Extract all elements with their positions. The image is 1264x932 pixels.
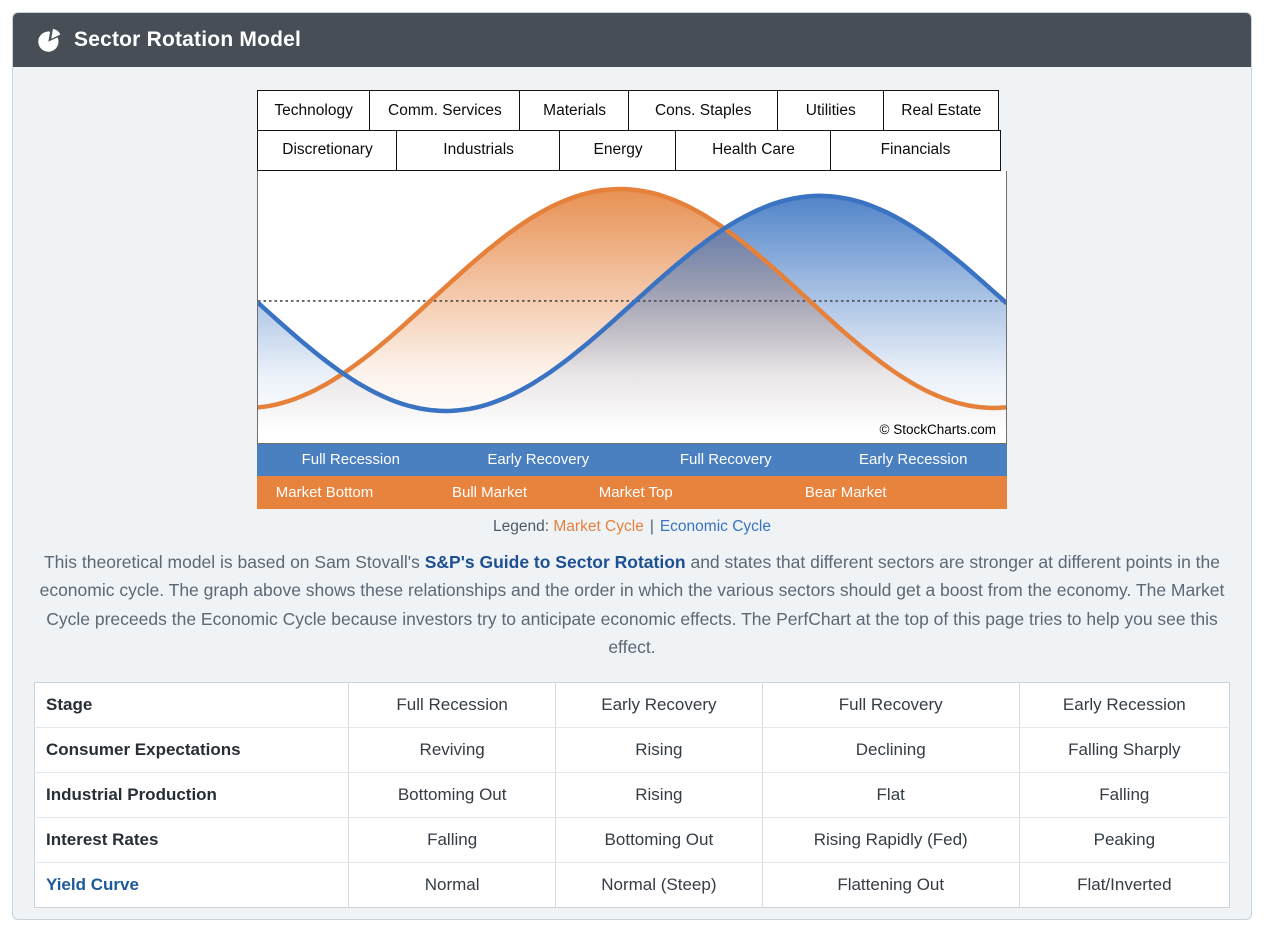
stage-segment-early-recovery: Early Recovery [487, 451, 590, 468]
page-title: Sector Rotation Model [74, 28, 302, 51]
legend-item-economic-cycle: Economic Cycle [659, 517, 771, 535]
stage-table-wrap: Stage Full Recession Early Recovery Full Re… [34, 681, 1230, 908]
table-cell: Rising [555, 727, 763, 773]
row-label-interest-rates: Interest Rates [34, 817, 350, 863]
table-cell: Declining [762, 727, 1020, 773]
economic-stage-bar: Full Recession Early Recovery Full Recover… [257, 443, 1007, 476]
sector-box-health-care[interactable]: Health Care [675, 129, 832, 171]
table-header-stage-label: Stage [34, 682, 350, 728]
table-row: Consumer Expectations Reviving Rising Decli… [34, 727, 1230, 773]
page-card: Sector Rotation Model Technology Comm. Se… [12, 12, 1252, 920]
table-cell: Reviving [348, 727, 557, 773]
sector-box-energy[interactable]: Energy [559, 129, 677, 171]
table-cell: Flat [762, 772, 1020, 818]
description-text-after: and states that different sectors are st… [39, 551, 1225, 658]
app-header: Sector Rotation Model [13, 13, 1251, 67]
sector-box-materials[interactable]: Materials [519, 90, 630, 131]
yield-curve-link[interactable]: Yield Curve [46, 874, 139, 894]
table-header-cell: Early Recovery [555, 682, 763, 728]
cycle-curves-plot: © StockCharts.com [257, 170, 1007, 444]
table-cell: Falling [1019, 772, 1230, 818]
row-label-consumer-expectations: Consumer Expectations [34, 727, 350, 773]
stage-segment-market-top: Market Top [598, 483, 673, 501]
cycle-curves-svg [258, 186, 1006, 444]
stage-segment-full-recovery: Full Recovery [679, 451, 772, 468]
sector-box-cons-staples[interactable]: Cons. Staples [628, 90, 779, 131]
sector-boxes: Technology Comm. Services Materials Cons. S… [257, 90, 1007, 171]
sector-box-utilities[interactable]: Utilities [776, 90, 885, 131]
stage-segment-market-bottom: Market Bottom [275, 483, 374, 501]
stage-table: Stage Full Recession Early Recovery Full Re… [34, 681, 1230, 908]
sector-row-2: Discretionary Industrials Energy Health Car… [257, 129, 1007, 171]
row-label-industrial-production: Industrial Production [34, 772, 350, 818]
table-cell: Falling Sharply [1019, 727, 1230, 773]
table-header-row: Stage Full Recession Early Recovery Full Re… [34, 682, 1230, 728]
sp-guide-link[interactable]: S&P's Guide to Sector Rotation [424, 551, 686, 572]
table-header-cell: Full Recession [348, 682, 557, 728]
table-cell: Flat/Inverted [1077, 874, 1172, 894]
table-header-cell: Full Recovery [762, 682, 1020, 728]
legend-separator: | [649, 517, 654, 535]
sector-box-industrials[interactable]: Industrials [396, 129, 561, 171]
table-cell: Flattening Out [762, 862, 1020, 907]
sector-box-comm-services[interactable]: Comm. Services [368, 90, 521, 131]
description-text-before: This theoretical model is based on Sam S… [43, 551, 425, 572]
sector-rotation-chart: Technology Comm. Services Materials Cons. S… [257, 90, 1007, 509]
table-row: Interest Rates Falling Bottoming Out Rising… [34, 817, 1230, 863]
economic-cycle-curve [258, 193, 1006, 413]
sector-box-discretionary[interactable]: Discretionary [257, 129, 398, 171]
stage-segment-full-recession: Full Recession [301, 451, 400, 468]
description-paragraph: This theoretical model is based on Sam S… [39, 548, 1225, 662]
sector-row-1: Technology Comm. Services Materials Cons. S… [257, 90, 1007, 131]
table-cell: Bottoming Out [555, 817, 763, 863]
table-cell: Falling [348, 817, 557, 863]
table-row: Industrial Production Bottoming Out Rising… [34, 772, 1230, 818]
table-cell: Rising [555, 772, 763, 818]
economic-cycle-area [258, 195, 1006, 444]
table-cell: Peaking [1019, 817, 1230, 863]
table-cell: Bottoming Out [348, 772, 557, 818]
stage-segment-bull-market: Bull Market [451, 483, 528, 501]
table-row: Yield Curve Normal Normal (Steep) Flattenin… [34, 862, 1230, 907]
copyright-text: © StockCharts.com [879, 421, 996, 437]
legend-item-market-cycle: Market Cycle [553, 517, 644, 535]
market-cycle-curve [258, 186, 1006, 410]
stage-segment-bear-market: Bear Market [804, 483, 887, 501]
sector-box-real-estate[interactable]: Real Estate [883, 90, 1000, 131]
sector-box-financials[interactable]: Financials [829, 129, 1001, 171]
table-header-cell: Early Recession [1019, 682, 1230, 728]
table-cell: Rising Rapidly (Fed) [762, 817, 1020, 863]
sector-box-technology[interactable]: Technology [257, 90, 371, 131]
market-stage-bar: Market Bottom Bull Market Market Top Bear M… [257, 475, 1007, 509]
table-cell: Normal (Steep) [555, 862, 763, 907]
legend: Legend: Market Cycle | Economic Cycle [13, 518, 1251, 536]
row-label-yield-curve: Yield Curve [34, 862, 350, 907]
legend-label: Legend: [493, 517, 550, 535]
stage-segment-early-recession: Early Recession [859, 451, 968, 468]
table-cell: Normal [348, 862, 557, 907]
pie-chart-icon [38, 28, 61, 52]
